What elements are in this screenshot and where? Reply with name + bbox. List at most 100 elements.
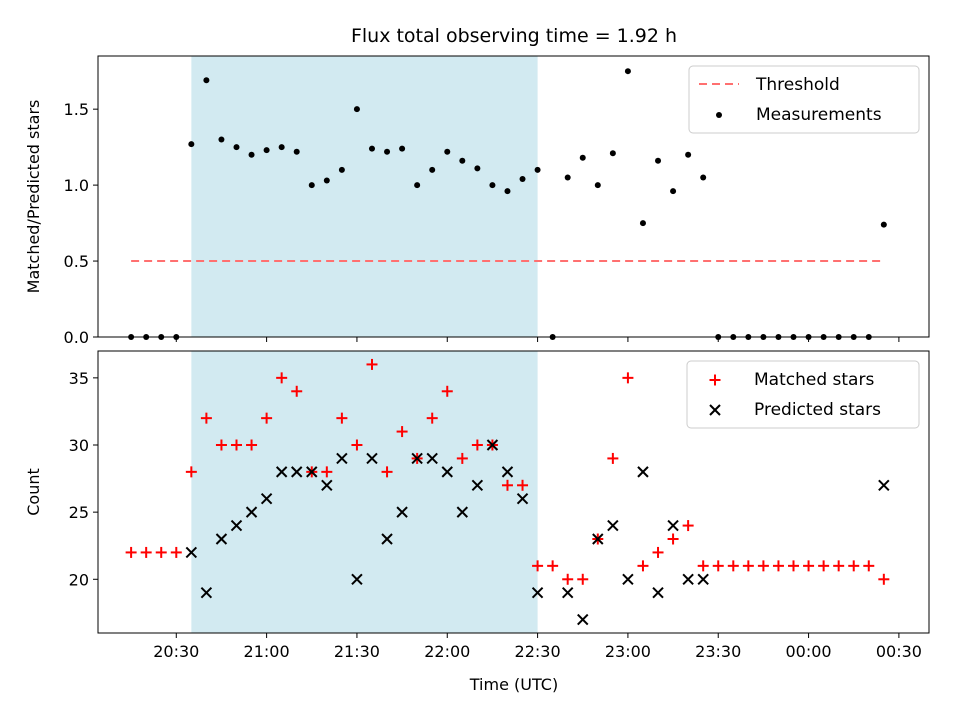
matched-point	[652, 546, 664, 558]
predicted-point	[366, 452, 378, 465]
measurement-point	[474, 165, 481, 172]
matched-point	[246, 439, 258, 451]
measurement-point	[248, 151, 255, 158]
count-legend-box	[686, 360, 920, 429]
predicted-point	[471, 479, 484, 491]
predicted-point	[592, 533, 604, 545]
measurement-point	[384, 148, 391, 155]
predicted-point	[260, 493, 273, 505]
ratio-legend-box	[688, 65, 920, 134]
legend-measurements-swatch	[716, 112, 722, 118]
predicted-point	[456, 506, 469, 518]
count-points	[125, 358, 890, 626]
measurement-point	[444, 148, 451, 155]
measurement-point	[293, 148, 300, 155]
matched-point	[742, 560, 754, 572]
y-tick-label: 1.5	[64, 100, 89, 119]
matched-point	[547, 560, 559, 572]
figure-title: Flux total observing time = 1.92 h	[351, 25, 677, 47]
predicted-point	[878, 479, 890, 491]
measurement-point	[203, 77, 210, 84]
matched-point	[125, 546, 137, 558]
ratio-panel-frame	[97, 55, 930, 338]
predicted-point	[291, 466, 303, 478]
legend-measurements-label: Measurements	[756, 105, 882, 125]
predicted-point	[577, 613, 589, 626]
matched-point	[321, 466, 333, 478]
measurement-point	[233, 144, 240, 151]
count-x-ticks: 20:30 21:00 21:30 22:00 22:30 23:00 23:30 00:00…	[153, 633, 922, 661]
matched-point	[863, 560, 875, 572]
measurement-point	[414, 182, 421, 189]
measurement-point	[609, 150, 616, 157]
measurement-point	[519, 176, 526, 183]
measurement-point	[685, 151, 692, 158]
predicted-point	[426, 452, 438, 465]
count-legend: Matched stars Predicted stars	[686, 360, 920, 429]
predicted-point	[411, 452, 423, 465]
legend-matched-label: Matched stars	[754, 370, 874, 390]
matched-point	[501, 479, 513, 491]
matched-point	[637, 560, 649, 572]
predicted-point	[486, 439, 499, 451]
measurement-point	[353, 106, 360, 113]
legend-plus-mark	[709, 374, 721, 386]
legend-threshold-label: Threshold	[755, 75, 840, 95]
matched-point	[818, 560, 830, 572]
measurement-point	[399, 145, 406, 152]
matched-point	[622, 372, 634, 384]
predicted-point	[185, 546, 198, 559]
count-y-axis-label: Count	[24, 468, 43, 516]
predicted-point	[607, 519, 619, 532]
measurement-point	[534, 166, 541, 173]
matched-point	[532, 560, 544, 572]
matched-point	[336, 412, 348, 424]
measurement-point	[188, 141, 195, 148]
measurement-point	[323, 177, 330, 184]
measurement-point	[429, 166, 436, 173]
predicted-point	[351, 573, 363, 585]
matched-point	[366, 358, 378, 370]
x-tick-label: 20:30	[153, 642, 199, 661]
legend-x-mark	[709, 404, 721, 416]
y-tick-label: 0.0	[64, 328, 89, 347]
matched-point	[772, 560, 784, 572]
predicted-point	[275, 466, 288, 478]
predicted-point	[245, 506, 258, 518]
matched-point	[170, 546, 182, 558]
measurement-point	[670, 188, 677, 195]
observing-window-shade	[191, 351, 538, 633]
y-tick-label: 1.0	[64, 176, 89, 195]
x-tick-label: 00:30	[876, 642, 922, 661]
measurement-point	[564, 174, 571, 181]
x-axis-label: Time (UTC)	[469, 675, 558, 694]
predicted-point	[441, 466, 453, 478]
matched-point	[517, 479, 529, 491]
predicted-point	[697, 573, 709, 585]
x-tick-label: 22:00	[424, 642, 470, 661]
matched-point	[712, 560, 724, 572]
measurement-point	[489, 182, 496, 189]
matched-point	[351, 439, 363, 451]
observing-window-shade	[191, 56, 538, 337]
matched-point	[396, 426, 408, 438]
measurement-point	[263, 147, 270, 154]
predicted-point	[516, 493, 529, 505]
matched-point	[697, 560, 709, 572]
matched-point	[878, 573, 890, 585]
measurement-points	[128, 68, 887, 340]
measurement-point	[639, 220, 646, 227]
count-panel-frame	[97, 350, 930, 634]
matched-point	[140, 546, 152, 558]
x-tick-label: 21:30	[334, 642, 380, 661]
ratio-y-ticks: 0.0 0.5 1.0 1.5	[64, 100, 98, 347]
predicted-point	[306, 466, 318, 478]
ratio-legend: Threshold Measurements	[688, 65, 920, 134]
matched-point	[788, 560, 800, 572]
y-tick-label: 25	[69, 503, 89, 522]
legend-predicted-swatch	[709, 404, 721, 416]
predicted-point	[622, 573, 634, 585]
measurement-point	[368, 145, 375, 152]
matched-point	[682, 520, 694, 532]
matched-point	[291, 385, 303, 397]
